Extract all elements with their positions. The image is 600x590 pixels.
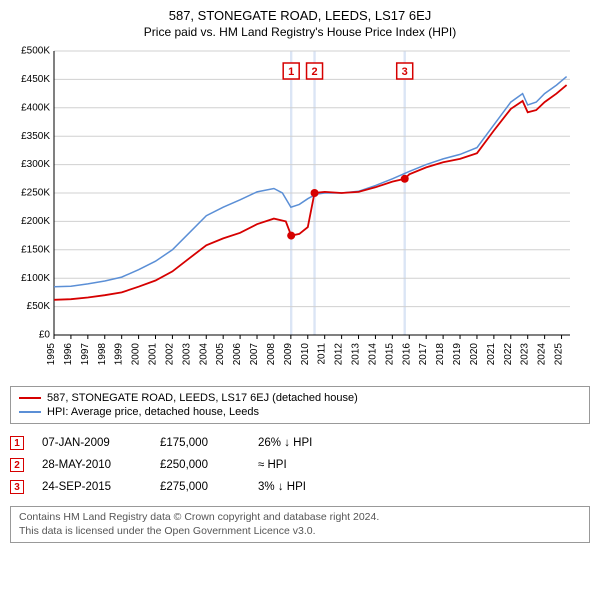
event-date: 07-JAN-2009 (42, 437, 142, 449)
sale-marker-num: 3 (402, 66, 408, 78)
chart-area: £0 £50K £100K £150K £200K £250K £300K £350K £400… (10, 45, 590, 380)
svg-text:2022: 2022 (503, 343, 514, 366)
svg-text:2017: 2017 (418, 343, 429, 366)
svg-text:2015: 2015 (384, 343, 395, 366)
svg-text:£350K: £350K (21, 131, 50, 142)
event-delta: ≈ HPI (258, 459, 358, 471)
event-row: 1 07-JAN-2009 £175,000 26% ↓ HPI (10, 432, 590, 454)
footer-box: Contains HM Land Registry data © Crown c… (10, 506, 590, 543)
sale-marker-num: 1 (288, 66, 294, 78)
price-chart: £0 £50K £100K £150K £200K £250K £300K £350K £400… (10, 45, 576, 375)
svg-text:2010: 2010 (300, 343, 311, 366)
event-delta: 26% ↓ HPI (258, 437, 358, 449)
svg-text:1998: 1998 (97, 343, 108, 366)
event-row: 3 24-SEP-2015 £275,000 3% ↓ HPI (10, 476, 590, 498)
svg-text:£250K: £250K (21, 188, 50, 199)
svg-text:£300K: £300K (21, 159, 50, 170)
svg-text:2016: 2016 (401, 343, 412, 366)
legend-item: 587, STONEGATE ROAD, LEEDS, LS17 6EJ (de… (19, 391, 581, 405)
svg-text:2014: 2014 (367, 343, 378, 366)
svg-text:2005: 2005 (215, 343, 226, 366)
svg-text:2020: 2020 (469, 343, 480, 366)
legend-box: 587, STONEGATE ROAD, LEEDS, LS17 6EJ (de… (10, 386, 590, 424)
svg-text:1996: 1996 (63, 343, 74, 366)
svg-text:£400K: £400K (21, 102, 50, 113)
legend-item: HPI: Average price, detached house, Leed… (19, 405, 581, 419)
svg-text:£50K: £50K (27, 301, 51, 312)
svg-text:2002: 2002 (164, 343, 175, 366)
event-row: 2 28-MAY-2010 £250,000 ≈ HPI (10, 454, 590, 476)
event-delta: 3% ↓ HPI (258, 481, 358, 493)
legend-label: 587, STONEGATE ROAD, LEEDS, LS17 6EJ (de… (47, 392, 358, 404)
footer-line: Contains HM Land Registry data © Crown c… (19, 511, 581, 525)
legend-label: HPI: Average price, detached house, Leed… (47, 406, 259, 418)
event-marker: 3 (10, 480, 24, 494)
event-date: 28-MAY-2010 (42, 459, 142, 471)
svg-text:2018: 2018 (435, 343, 446, 366)
events-table: 1 07-JAN-2009 £175,000 26% ↓ HPI 2 28-MAY-201… (10, 432, 590, 498)
svg-text:£450K: £450K (21, 74, 50, 85)
svg-text:£100K: £100K (21, 273, 50, 284)
event-marker: 2 (10, 458, 24, 472)
event-price: £250,000 (160, 459, 240, 471)
svg-text:2025: 2025 (554, 343, 565, 366)
sale-marker-dot (311, 189, 319, 197)
svg-text:2000: 2000 (131, 343, 142, 366)
event-marker: 1 (10, 436, 24, 450)
svg-text:2013: 2013 (351, 343, 362, 366)
svg-text:2004: 2004 (198, 343, 209, 366)
svg-text:1995: 1995 (46, 343, 57, 366)
sale-marker-dot (401, 175, 409, 183)
svg-text:£200K: £200K (21, 216, 50, 227)
event-price: £175,000 (160, 437, 240, 449)
svg-text:2023: 2023 (520, 343, 531, 366)
svg-text:£0: £0 (39, 330, 51, 341)
svg-text:2001: 2001 (148, 343, 159, 366)
page-subtitle: Price paid vs. HM Land Registry's House … (10, 25, 590, 39)
footer-line: This data is licensed under the Open Gov… (19, 525, 581, 539)
svg-text:1997: 1997 (80, 343, 91, 366)
svg-text:2011: 2011 (317, 343, 328, 365)
svg-text:2021: 2021 (486, 343, 497, 366)
svg-text:£500K: £500K (21, 46, 50, 57)
svg-text:1999: 1999 (114, 343, 125, 366)
svg-text:2007: 2007 (249, 343, 260, 366)
svg-text:2003: 2003 (181, 343, 192, 366)
svg-text:£150K: £150K (21, 244, 50, 255)
svg-text:2008: 2008 (266, 343, 277, 366)
legend-swatch-hpi (19, 411, 41, 413)
sale-marker-num: 2 (311, 66, 317, 78)
event-price: £275,000 (160, 481, 240, 493)
svg-text:2012: 2012 (334, 343, 345, 366)
legend-swatch-property (19, 397, 41, 399)
svg-text:2006: 2006 (232, 343, 243, 366)
sale-marker-dot (287, 232, 295, 240)
event-date: 24-SEP-2015 (42, 481, 142, 493)
svg-text:2009: 2009 (283, 343, 294, 366)
svg-text:2019: 2019 (452, 343, 463, 366)
page-title: 587, STONEGATE ROAD, LEEDS, LS17 6EJ (10, 8, 590, 23)
svg-text:2024: 2024 (537, 343, 548, 366)
